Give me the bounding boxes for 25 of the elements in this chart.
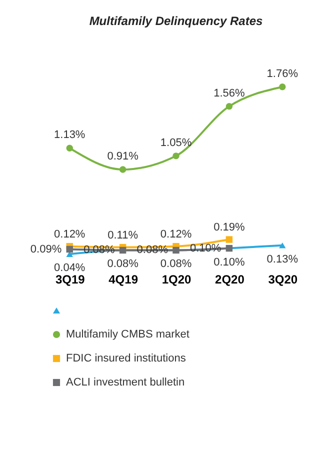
data-label: 0.19% [214, 222, 245, 234]
data-label: 1.13% [54, 129, 86, 142]
data-label: 0.13% [266, 253, 298, 266]
chart-title: Multifamily Delinquency Rates [89, 14, 264, 28]
x-tick-label: 4Q19 [108, 272, 138, 286]
data-label: 0.12% [160, 228, 192, 240]
data-label: 0.04% [54, 262, 86, 274]
legend-label: FDIC insured institutions [66, 352, 186, 364]
x-tick-label: 2Q20 [215, 272, 245, 286]
data-label: 1.56% [214, 87, 245, 100]
data-label: 0.09% [30, 243, 62, 256]
data-label: 1.76% [266, 68, 298, 80]
data-label: 0.11% [108, 229, 138, 242]
data-label: 0.10% [214, 256, 245, 268]
legend-label: ACLI investment bulletin [66, 376, 185, 388]
data-label: 1.05% [160, 136, 192, 149]
legend-label: Multifamily CMBS market [66, 328, 190, 340]
data-label: 0.08% [84, 244, 116, 256]
x-tick-label: 3Q19 [55, 272, 86, 286]
data-label: 0.91% [107, 150, 139, 163]
data-label: 0.08% [107, 258, 139, 270]
data-label: 0.08% [160, 258, 192, 270]
x-tick-label: 3Q20 [268, 272, 298, 286]
x-tick-label: 1Q20 [162, 272, 192, 286]
data-label: 0.12% [54, 228, 86, 240]
